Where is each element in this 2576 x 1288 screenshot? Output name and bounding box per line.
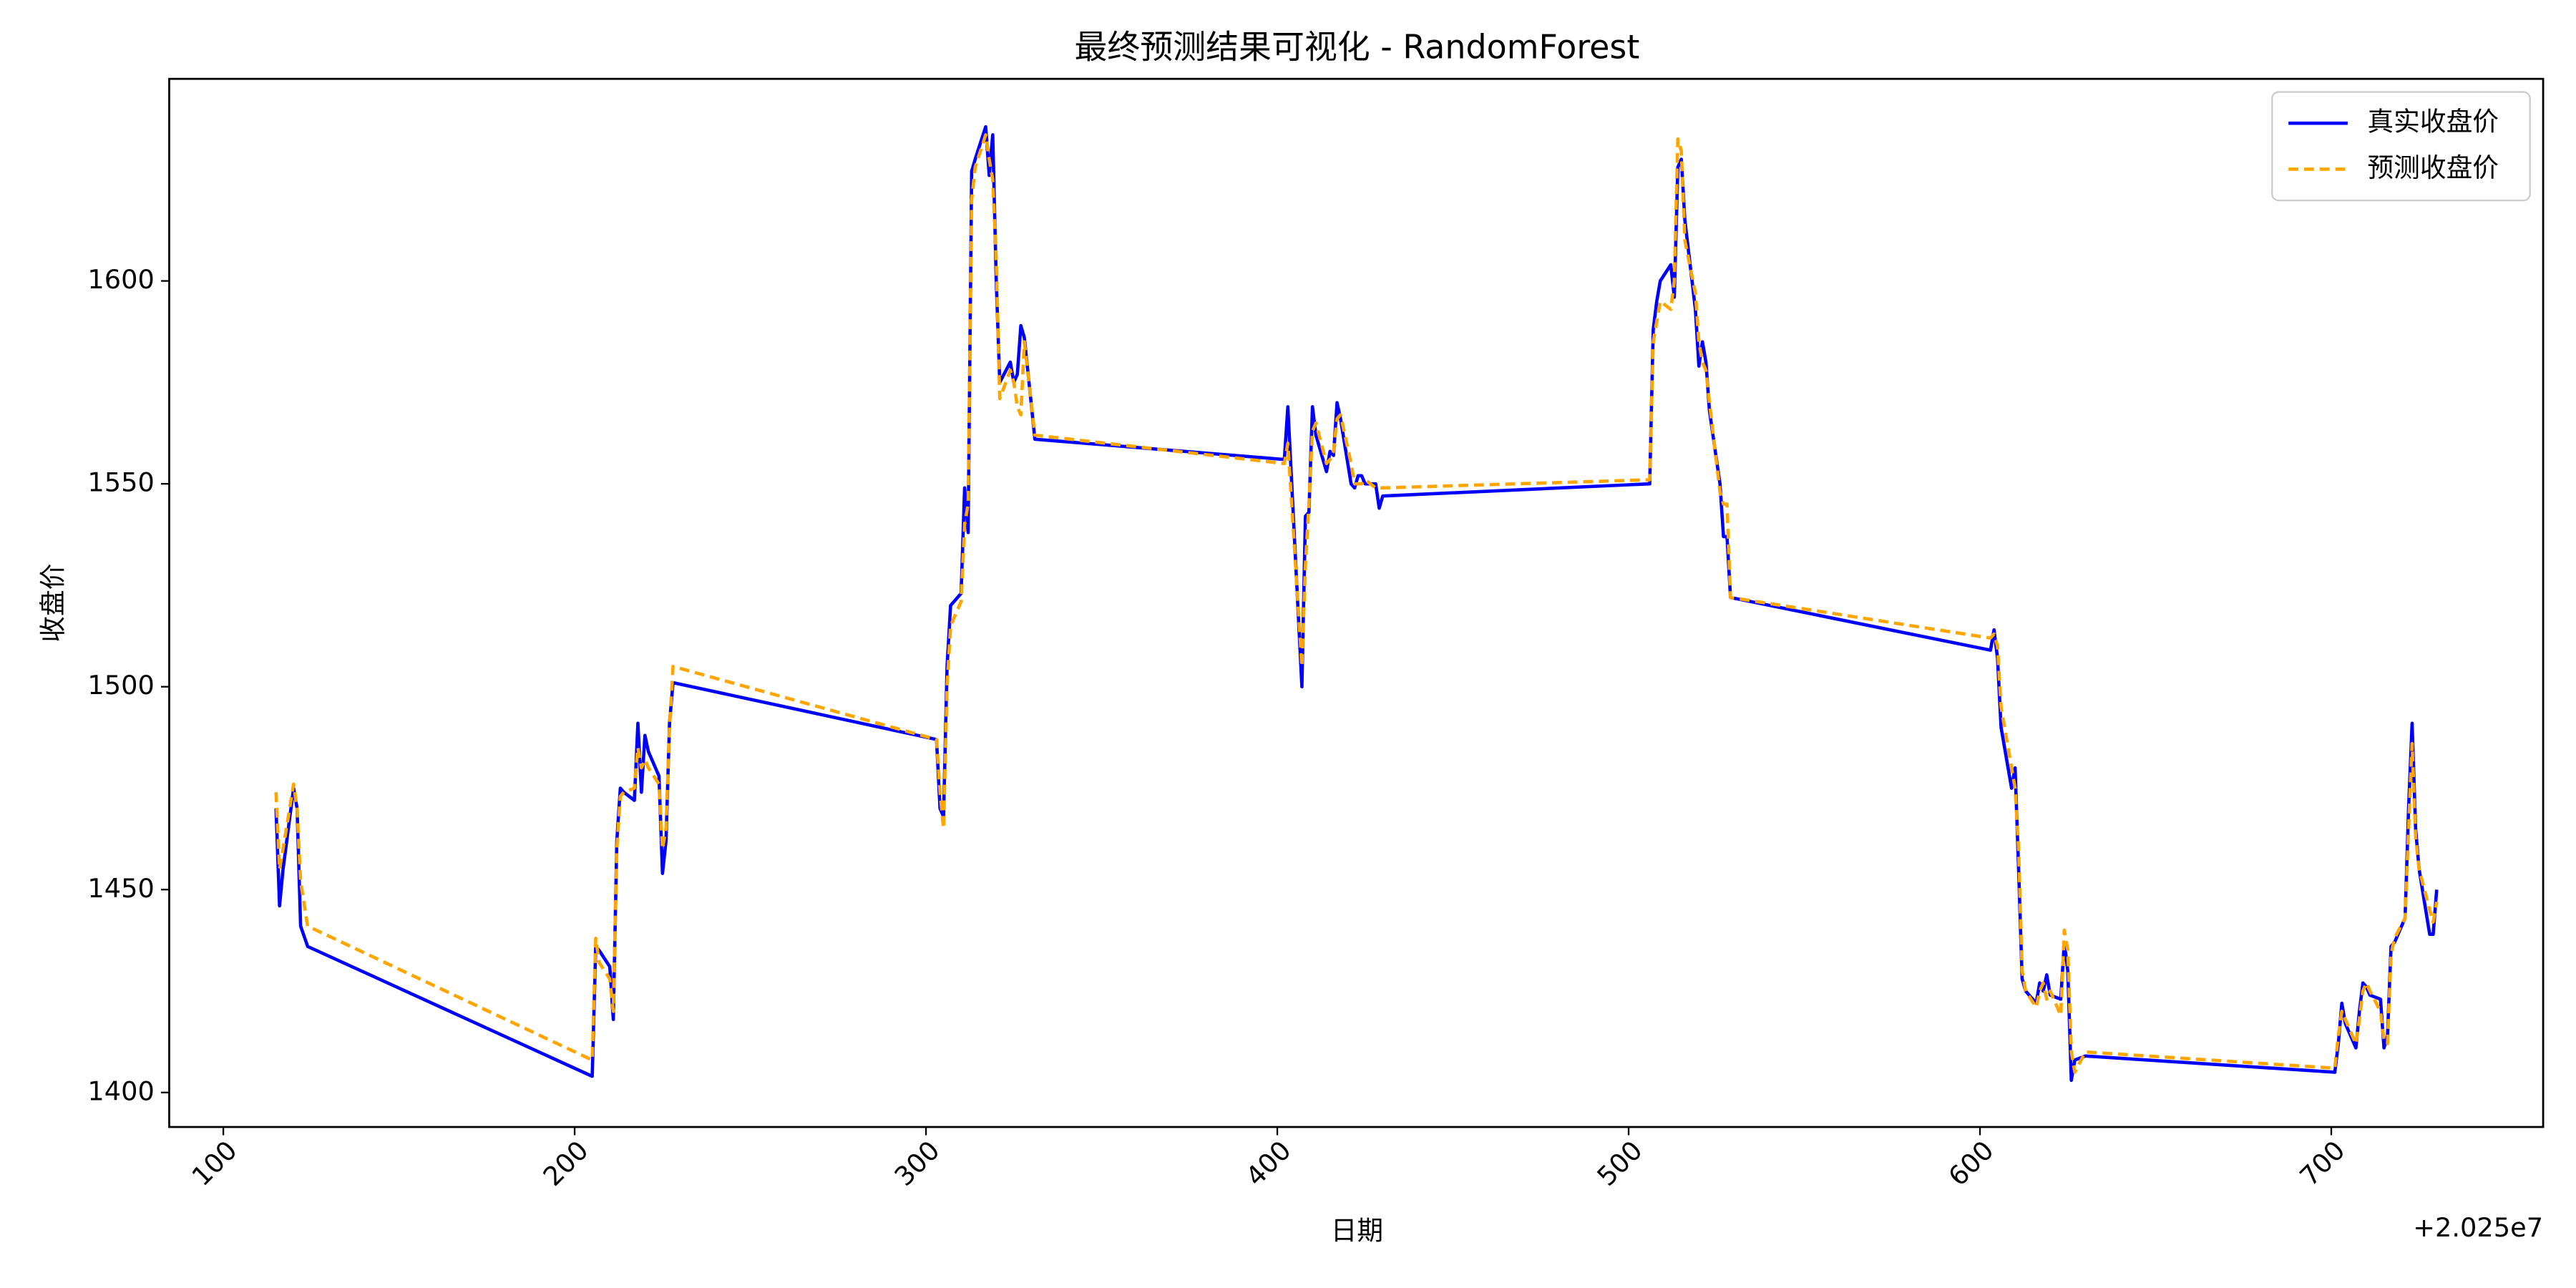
y-tick-label: 1550 — [87, 467, 154, 498]
legend-label: 预测收盘价 — [2367, 152, 2499, 183]
x-offset-label: +2.025e7 — [2413, 1212, 2543, 1243]
series-line — [274, 133, 2439, 1074]
y-tick-label: 1500 — [87, 670, 154, 701]
y-axis-label: 收盘价 — [37, 564, 68, 643]
legend-box — [2271, 91, 2531, 202]
x-axis-label: 日期 — [1331, 1215, 1383, 1246]
y-tick-label: 1400 — [87, 1075, 154, 1106]
y-tick-label: 1600 — [87, 264, 154, 295]
legend-label: 真实收盘价 — [2367, 107, 2499, 137]
y-tick-label: 1450 — [87, 873, 154, 904]
plot-frame — [168, 77, 2545, 1128]
chart-title: 最终预测结果可视化 - RandomForest — [1075, 27, 1640, 66]
